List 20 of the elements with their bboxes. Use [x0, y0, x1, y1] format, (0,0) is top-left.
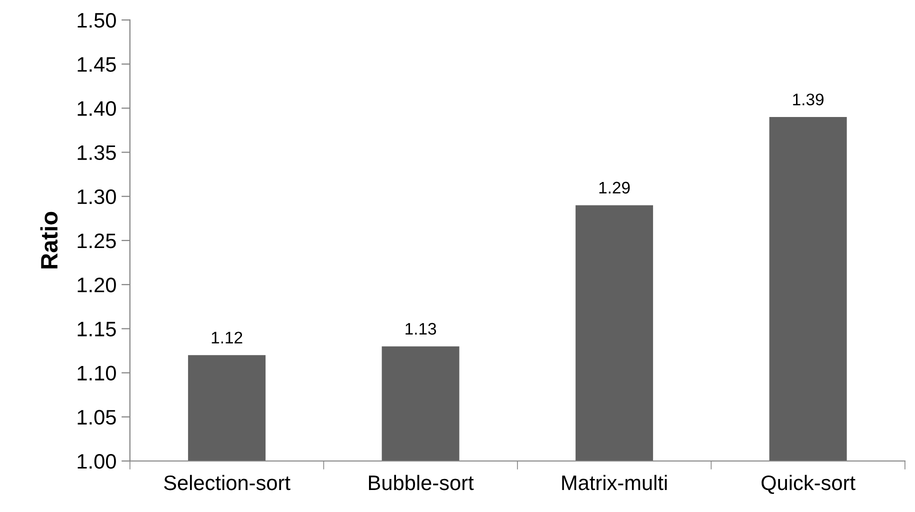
x-tick-label: Selection-sort	[164, 474, 290, 490]
y-tick-label: 1.10	[78, 366, 116, 381]
y-tick-label: 1.50	[78, 12, 116, 28]
x-tick-label: Bubble-sort	[369, 474, 474, 490]
y-tick-label: 1.45	[78, 57, 116, 72]
data-label: 1.12	[212, 332, 242, 344]
y-tick-label: 1.40	[78, 101, 116, 116]
y-tick-label: 1.20	[78, 278, 116, 292]
y-tick-label: 1.15	[78, 322, 116, 336]
y-tick-label: 1.00	[78, 454, 116, 469]
y-tick-label: 1.05	[78, 410, 116, 425]
data-label: 1.13	[406, 322, 436, 335]
x-tick-label: Matrix-multi	[562, 474, 667, 490]
data-label: 1.29	[599, 182, 630, 194]
y-tick-label: 1.25	[78, 233, 116, 248]
y-tick-label: 1.35	[78, 145, 116, 160]
y-tick-label: 1.30	[78, 189, 116, 204]
x-tick-label: Quick-sort	[762, 474, 856, 494]
y-axis-title: Ratio	[40, 212, 58, 268]
data-label: 1.39	[793, 94, 824, 106]
